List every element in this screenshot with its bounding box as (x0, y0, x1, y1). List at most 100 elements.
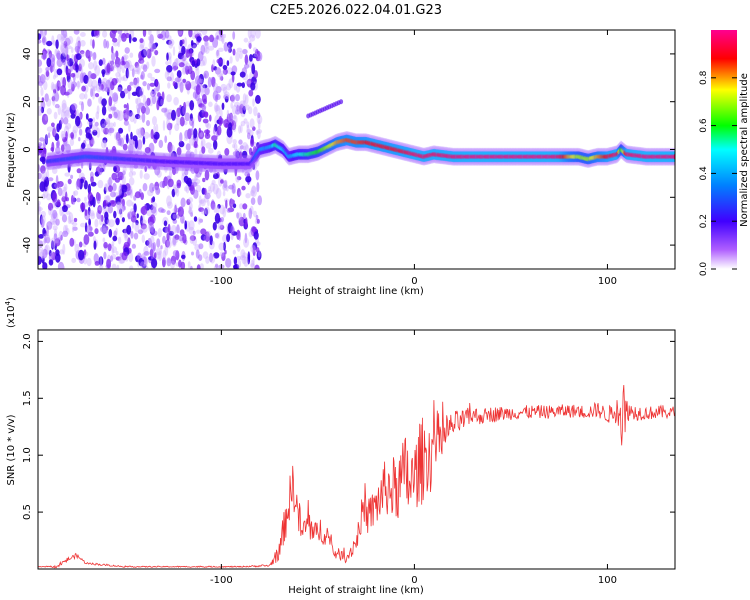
noise-speckle (224, 148, 230, 156)
noise-speckle (252, 126, 256, 131)
noise-speckle (115, 195, 121, 205)
noise-speckle (38, 201, 41, 206)
noise-speckle (153, 124, 157, 135)
noise-speckle (62, 186, 67, 192)
noise-speckle (188, 205, 191, 215)
noise-speckle (41, 240, 46, 246)
noise-speckle (201, 146, 206, 154)
noise-speckle (87, 98, 92, 107)
noise-speckle (112, 61, 115, 72)
noise-speckle (149, 34, 154, 45)
noise-speckle (53, 88, 57, 94)
noise-speckle (186, 198, 191, 206)
noise-speckle (115, 201, 122, 208)
noise-speckle (159, 181, 166, 188)
noise-speckle (76, 36, 81, 48)
noise-speckle (64, 37, 71, 46)
noise-speckle (106, 62, 111, 74)
noise-speckle (78, 63, 82, 72)
noise-speckle (115, 217, 120, 226)
noise-speckle (193, 128, 198, 139)
noise-speckle (133, 69, 140, 75)
noise-speckle (41, 193, 46, 200)
noise-speckle (141, 219, 147, 225)
noise-speckle (64, 172, 71, 177)
noise-speckle (219, 70, 226, 75)
noise-speckle (195, 67, 200, 77)
noise-speckle (252, 257, 255, 266)
noise-speckle (155, 123, 159, 134)
noise-speckle (87, 191, 93, 202)
noise-speckle (192, 230, 196, 235)
noise-speckle (181, 45, 186, 56)
noise-speckle (210, 182, 215, 192)
noise-speckle (204, 47, 210, 54)
noise-speckle (202, 177, 206, 183)
noise-speckle (211, 240, 215, 245)
noise-speckle (108, 177, 112, 188)
noise-speckle (151, 55, 156, 67)
noise-speckle (188, 138, 195, 146)
noise-speckle (203, 35, 210, 42)
noise-speckle (55, 218, 60, 226)
noise-speckle (164, 30, 170, 39)
noise-speckle (138, 58, 145, 64)
noise-speckle (218, 242, 225, 251)
noise-speckle (254, 30, 261, 39)
noise-speckle (38, 145, 41, 156)
noise-speckle (204, 40, 209, 47)
noise-speckle (204, 206, 210, 215)
x-tick-label: 100 (598, 575, 617, 586)
noise-speckle (111, 45, 114, 54)
noise-speckle (102, 137, 108, 144)
noise-speckle (41, 247, 44, 255)
noise-speckle (41, 113, 49, 125)
noise-speckle (162, 120, 166, 131)
noise-speckle (233, 115, 237, 120)
noise-speckle (216, 49, 219, 57)
noise-speckle (110, 253, 117, 260)
noise-speckle (111, 51, 116, 62)
noise-speckle (71, 54, 75, 62)
noise-speckle (156, 100, 160, 111)
noise-speckle (143, 131, 150, 139)
noise-speckle (202, 84, 208, 89)
noise-speckle (83, 180, 88, 190)
noise-speckle (72, 226, 78, 231)
noise-speckle (201, 104, 207, 110)
noise-speckle (229, 56, 233, 64)
noise-speckle (102, 71, 105, 78)
noise-speckle (174, 123, 180, 132)
noise-speckle (101, 77, 108, 86)
noise-speckle (61, 30, 64, 36)
noise-speckle (243, 256, 249, 267)
noise-speckle (73, 217, 78, 223)
noise-speckle (126, 199, 133, 207)
noise-speckle (134, 191, 141, 199)
noise-speckle (90, 212, 96, 220)
noise-speckle (59, 206, 63, 217)
noise-speckle (87, 50, 93, 58)
noise-speckle (61, 133, 65, 138)
noise-speckle (146, 48, 152, 59)
noise-speckle (54, 103, 60, 109)
noise-speckle (67, 36, 74, 45)
noise-speckle (205, 41, 210, 49)
noise-speckle (43, 148, 47, 155)
noise-speckle (121, 65, 125, 74)
noise-speckle (123, 88, 129, 94)
noise-speckle (116, 202, 122, 211)
noise-speckle (165, 112, 170, 121)
noise-speckle (182, 105, 187, 115)
noise-speckle (40, 74, 46, 84)
noise-speckle (88, 61, 94, 70)
noise-speckle (166, 232, 170, 241)
noise-speckle (84, 209, 88, 217)
noise-speckle (208, 185, 212, 192)
noise-speckle (195, 84, 201, 95)
noise-speckle (166, 39, 173, 45)
side-feature-dot (339, 99, 344, 105)
noise-speckle (103, 119, 111, 128)
x-tick-label: 100 (598, 276, 617, 287)
noise-speckle (225, 199, 228, 209)
